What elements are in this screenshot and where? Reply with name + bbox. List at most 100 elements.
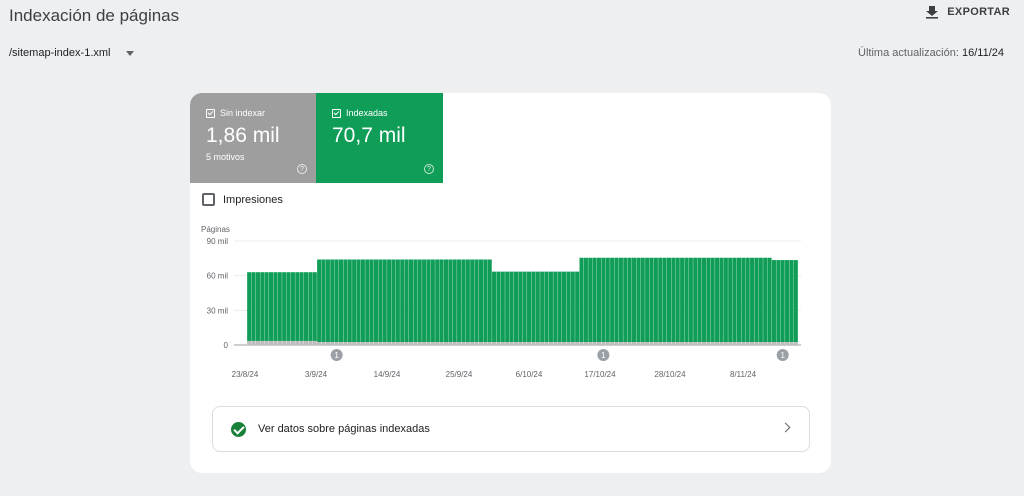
download-icon bbox=[926, 6, 939, 19]
page-title: Indexación de páginas bbox=[9, 6, 180, 25]
bar-not-indexed bbox=[640, 342, 645, 345]
sitemap-select[interactable]: /sitemap-index-1.xml bbox=[9, 47, 135, 59]
bar-indexed bbox=[395, 259, 400, 343]
bar-not-indexed bbox=[522, 342, 527, 345]
bar-indexed bbox=[723, 257, 728, 343]
bar-indexed bbox=[618, 257, 623, 343]
bar-not-indexed bbox=[754, 342, 759, 345]
bar-indexed bbox=[631, 257, 637, 343]
bar-not-indexed bbox=[592, 342, 597, 345]
bar-not-indexed bbox=[312, 340, 317, 345]
bar-indexed bbox=[623, 257, 628, 343]
bar-indexed bbox=[391, 259, 396, 343]
bar-indexed bbox=[290, 272, 295, 341]
bar-not-indexed bbox=[618, 342, 623, 345]
bar-not-indexed bbox=[360, 342, 365, 345]
bar-not-indexed bbox=[369, 342, 374, 345]
check-circle-icon bbox=[231, 421, 246, 437]
bar-not-indexed bbox=[277, 340, 282, 345]
bar-not-indexed bbox=[317, 342, 322, 345]
bar-indexed bbox=[767, 257, 772, 343]
bar-not-indexed bbox=[583, 342, 588, 345]
export-button[interactable]: EXPORTAR bbox=[925, 5, 1010, 19]
bar-not-indexed bbox=[382, 342, 387, 345]
checkbox-checked-icon bbox=[332, 108, 341, 118]
bar-indexed bbox=[750, 257, 755, 343]
bar-not-indexed bbox=[527, 342, 532, 345]
bar-not-indexed bbox=[750, 342, 755, 345]
bar-not-indexed bbox=[400, 342, 405, 345]
bar-not-indexed bbox=[780, 342, 785, 345]
bar-indexed bbox=[452, 259, 457, 343]
bar-not-indexed bbox=[290, 340, 295, 345]
x-tick-label: 8/11/24 bbox=[730, 370, 757, 379]
bar-indexed bbox=[693, 257, 698, 343]
indexed-pages-link[interactable]: Ver datos sobre páginas indexadas bbox=[212, 406, 810, 452]
bar-indexed bbox=[408, 259, 414, 343]
x-tick-label: 14/9/24 bbox=[374, 370, 401, 379]
bar-indexed bbox=[566, 271, 571, 343]
help-icon[interactable]: ? bbox=[297, 164, 307, 174]
bar-indexed bbox=[483, 259, 488, 343]
bar-indexed bbox=[636, 257, 641, 343]
tile-subtext: 5 motivos bbox=[206, 152, 245, 162]
bar-not-indexed bbox=[443, 342, 449, 345]
bar-indexed bbox=[303, 272, 309, 341]
tile-not-indexed[interactable]: Sin indexar 1,86 mil 5 motivos ? bbox=[190, 93, 316, 183]
tile-label: Indexadas bbox=[346, 108, 388, 118]
bar-not-indexed bbox=[448, 342, 453, 345]
bar-not-indexed bbox=[518, 342, 523, 345]
bar-indexed bbox=[461, 259, 466, 343]
bar-not-indexed bbox=[605, 342, 610, 345]
bar-not-indexed bbox=[741, 342, 746, 345]
indexed-pages-link-label: Ver datos sobre páginas indexadas bbox=[258, 423, 430, 435]
bar-not-indexed bbox=[461, 342, 466, 345]
bar-indexed bbox=[308, 272, 313, 341]
bar-not-indexed bbox=[347, 342, 352, 345]
bar-indexed bbox=[745, 257, 750, 343]
bar-indexed bbox=[369, 259, 374, 343]
bar-indexed bbox=[338, 259, 344, 343]
bar-not-indexed bbox=[540, 342, 545, 345]
bar-indexed bbox=[776, 260, 781, 343]
bar-not-indexed bbox=[487, 342, 492, 345]
bar-not-indexed bbox=[513, 342, 518, 345]
bar-not-indexed bbox=[636, 342, 641, 345]
bar-indexed bbox=[785, 260, 790, 343]
help-icon[interactable]: ? bbox=[424, 164, 434, 174]
impressions-toggle[interactable]: Impresiones bbox=[202, 193, 283, 206]
bar-indexed bbox=[352, 259, 357, 343]
export-label: EXPORTAR bbox=[947, 6, 1010, 18]
bar-indexed bbox=[789, 260, 794, 343]
bar-indexed bbox=[771, 260, 776, 343]
bar-not-indexed bbox=[671, 342, 676, 345]
bar-indexed bbox=[443, 259, 449, 343]
bar-indexed bbox=[496, 271, 501, 343]
bar-not-indexed bbox=[645, 342, 650, 345]
bar-indexed bbox=[286, 272, 291, 341]
x-tick-label: 25/9/24 bbox=[446, 370, 473, 379]
bar-indexed bbox=[373, 259, 379, 343]
bar-indexed bbox=[793, 260, 798, 343]
tile-indexed[interactable]: Indexadas 70,7 mil ? bbox=[316, 93, 443, 183]
bar-not-indexed bbox=[413, 342, 418, 345]
bar-indexed bbox=[470, 259, 475, 343]
dropdown-arrow-icon bbox=[126, 50, 135, 56]
bar-not-indexed bbox=[343, 342, 348, 345]
bar-indexed bbox=[579, 257, 584, 343]
bar-indexed bbox=[736, 257, 742, 343]
bar-not-indexed bbox=[736, 342, 742, 345]
bar-not-indexed bbox=[457, 342, 462, 345]
bar-not-indexed bbox=[535, 342, 540, 345]
bar-indexed bbox=[509, 271, 514, 343]
bar-not-indexed bbox=[426, 342, 431, 345]
impressions-label: Impresiones bbox=[223, 193, 283, 206]
x-tick-label: 23/8/24 bbox=[232, 370, 259, 379]
bar-not-indexed bbox=[496, 342, 501, 345]
bar-indexed bbox=[557, 271, 562, 343]
bar-not-indexed bbox=[562, 342, 567, 345]
bar-indexed bbox=[264, 272, 269, 341]
bar-not-indexed bbox=[557, 342, 562, 345]
bar-not-indexed bbox=[365, 342, 370, 345]
bar-indexed bbox=[701, 257, 707, 343]
